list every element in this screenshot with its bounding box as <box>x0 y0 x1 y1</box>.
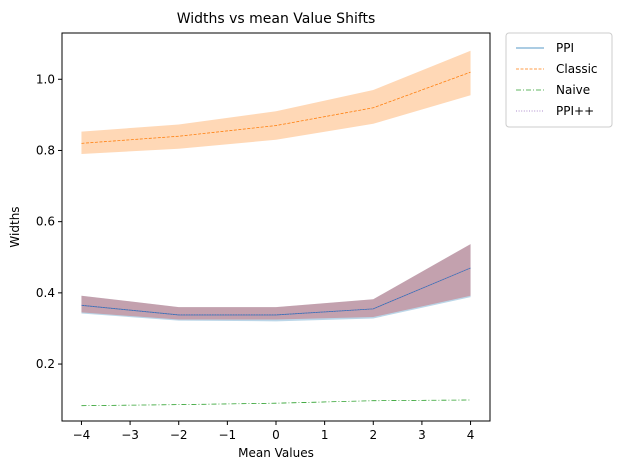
x-tick-label: 0 <box>272 428 280 442</box>
x-tick-label: −2 <box>170 428 188 442</box>
ppiplusplus-line <box>81 267 471 316</box>
x-axis-title: Mean Values <box>238 446 314 460</box>
y-axis-title: Widths <box>8 206 22 247</box>
series-lines <box>81 71 471 407</box>
x-tick-label: 3 <box>418 428 426 442</box>
x-tick-label: 2 <box>369 428 377 442</box>
confidence-bands <box>81 50 471 322</box>
y-tick-label: 0.6 <box>36 215 55 229</box>
legend-label-ppiplusplus: PPI++ <box>556 104 594 118</box>
ppi-band <box>81 244 471 322</box>
y-tick-label: 1.0 <box>36 72 55 86</box>
classic-line <box>81 71 471 144</box>
y-axis: 0.2 0.4 0.6 0.8 1.0 <box>36 72 62 371</box>
x-tick-label: 1 <box>321 428 329 442</box>
naive-line <box>81 399 471 407</box>
x-axis: −4 −3 −2 −1 0 1 2 3 4 <box>73 421 475 442</box>
legend-label-naive: Naive <box>556 83 590 97</box>
ppiplusplus-band <box>81 244 471 320</box>
chart-title: Widths vs mean Value Shifts <box>177 11 376 27</box>
y-tick-label: 0.2 <box>36 357 55 371</box>
x-tick-label: 4 <box>467 428 475 442</box>
x-tick-label: −1 <box>219 428 237 442</box>
legend-label-ppi: PPI <box>556 41 574 55</box>
y-tick-label: 0.4 <box>36 286 55 300</box>
x-tick-label: −4 <box>73 428 91 442</box>
y-tick-label: 0.8 <box>36 143 55 157</box>
x-tick-label: −3 <box>121 428 139 442</box>
legend-label-classic: Classic <box>556 62 598 76</box>
classic-band <box>81 50 471 155</box>
legend: PPI Classic Naive PPI++ <box>505 32 613 128</box>
legend-box <box>505 32 613 128</box>
